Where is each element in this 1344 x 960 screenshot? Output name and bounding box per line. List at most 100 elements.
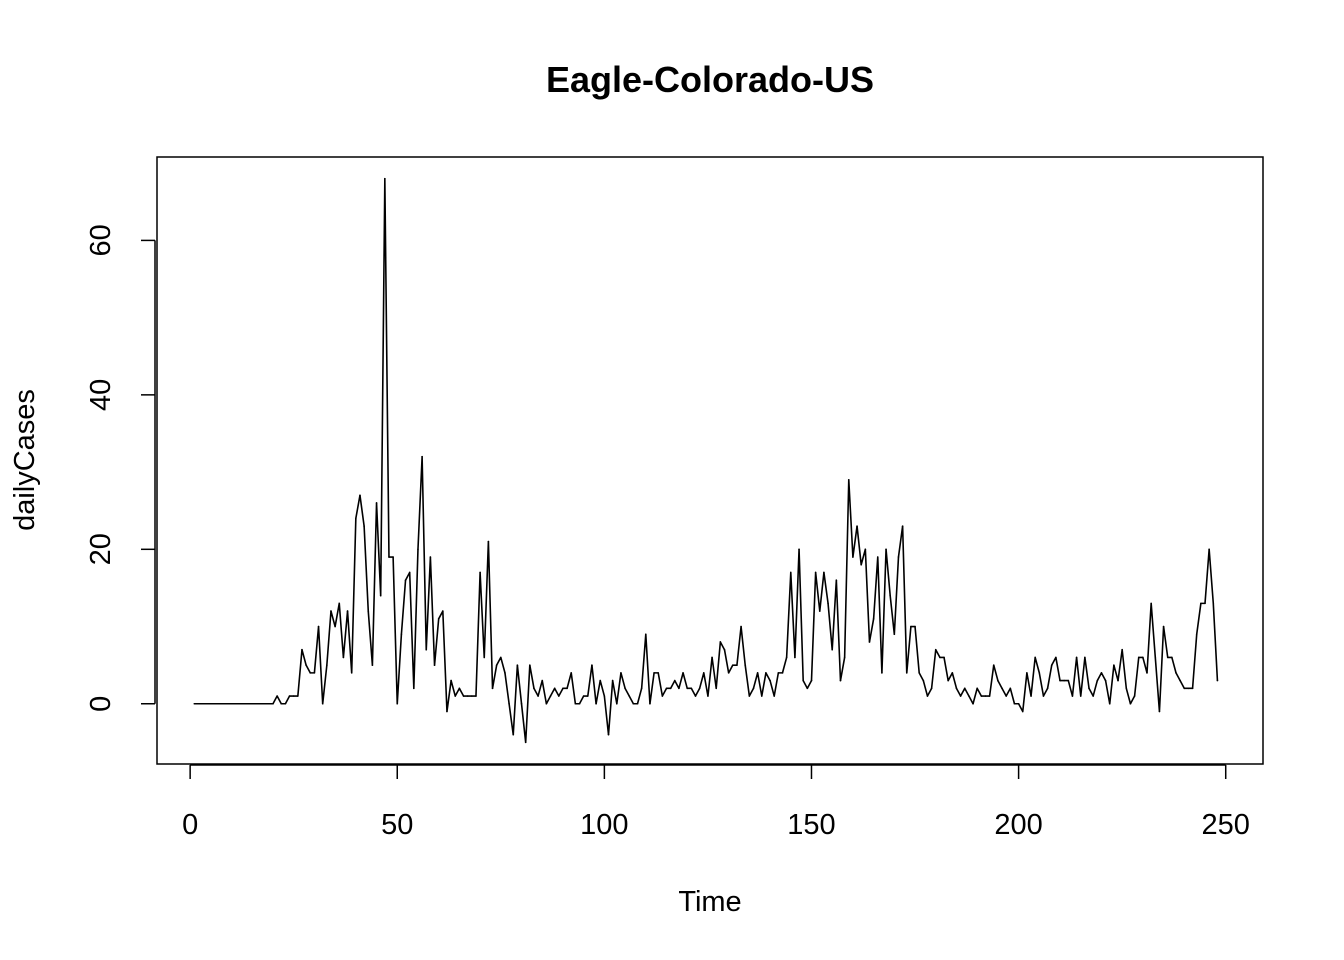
data-point [599, 679, 602, 682]
data-point [205, 702, 208, 705]
data-point [1088, 687, 1090, 690]
data-point [823, 571, 825, 574]
data-point [578, 702, 581, 705]
data-point [541, 679, 544, 682]
data-point [901, 525, 904, 527]
data-point [1125, 687, 1128, 690]
data-point [910, 625, 912, 628]
data-point [1166, 656, 1169, 659]
data-point [839, 679, 842, 682]
data-point [218, 702, 220, 705]
data-point [760, 695, 763, 697]
data-point [259, 702, 262, 705]
data-point [781, 672, 784, 674]
data-point [462, 695, 465, 697]
data-point [524, 741, 527, 744]
data-point [785, 656, 788, 659]
data-point [408, 571, 411, 574]
data-point [346, 610, 349, 612]
data-point [640, 687, 643, 690]
data-point [636, 702, 639, 705]
data-point [363, 525, 365, 527]
data-point [748, 695, 751, 697]
data-point [972, 702, 974, 705]
data-point [624, 687, 626, 690]
data-point [446, 710, 448, 713]
data-point [806, 687, 809, 690]
data-point [549, 695, 552, 697]
x-axis: 0 50 100 150 200 250 [182, 764, 1250, 841]
data-point [392, 556, 394, 558]
data-point [1216, 679, 1219, 682]
data-point [868, 641, 871, 643]
data-point [814, 571, 817, 574]
data-point [930, 687, 933, 690]
data-point [897, 556, 900, 558]
data-point [413, 687, 415, 690]
data-points [193, 177, 1219, 744]
data-point [740, 625, 742, 628]
data-point [388, 556, 390, 558]
data-point [450, 679, 452, 682]
data-point [943, 656, 945, 659]
data-point [421, 455, 423, 458]
data-point [1162, 625, 1165, 628]
data-point [731, 664, 734, 666]
data-point [682, 672, 684, 674]
data-point [367, 610, 370, 612]
data-point [1021, 710, 1024, 713]
data-point [483, 656, 486, 659]
data-point [1005, 695, 1007, 697]
data-point [661, 695, 664, 697]
data-point [330, 610, 332, 612]
data-point [495, 664, 498, 666]
y-axis-label: dailyCases [9, 389, 41, 531]
data-point [955, 687, 958, 690]
data-point [574, 702, 577, 705]
chart-title: Eagle-Colorado-US [546, 59, 874, 100]
data-point [1009, 687, 1012, 690]
data-point [1001, 687, 1003, 690]
data-point [665, 687, 668, 690]
data-point [607, 733, 610, 736]
data-point [1100, 672, 1103, 674]
data-point [553, 687, 556, 690]
data-point [1079, 695, 1082, 697]
data-point [1017, 702, 1020, 705]
data-point [673, 679, 676, 682]
data-point [847, 479, 850, 481]
data-point [727, 672, 730, 674]
data-point [802, 679, 804, 682]
data-point [1183, 687, 1186, 690]
data-point [201, 702, 204, 705]
y-tick-label: 60 [85, 224, 117, 256]
data-point [984, 695, 987, 697]
data-point [570, 672, 573, 674]
data-point [442, 610, 444, 612]
data-point [251, 702, 254, 705]
data-point [963, 687, 966, 690]
data-point [1179, 679, 1181, 682]
y-tick-label: 40 [85, 379, 117, 411]
data-point [881, 672, 883, 674]
data-point [694, 695, 697, 697]
data-point [466, 695, 469, 697]
data-point [711, 656, 713, 659]
data-point [1030, 695, 1032, 697]
data-point [616, 702, 618, 705]
data-point [876, 556, 879, 558]
data-point [400, 633, 403, 636]
data-point [1195, 633, 1198, 636]
data-point [1059, 679, 1061, 682]
data-point [562, 687, 564, 690]
data-point [1129, 702, 1132, 705]
data-point [1075, 656, 1078, 659]
data-point [338, 602, 341, 605]
daily-cases-line [194, 177, 1219, 744]
data-point [831, 648, 833, 651]
data-point [276, 695, 278, 697]
data-point [968, 695, 970, 697]
data-point [653, 672, 655, 674]
data-point [591, 664, 593, 666]
